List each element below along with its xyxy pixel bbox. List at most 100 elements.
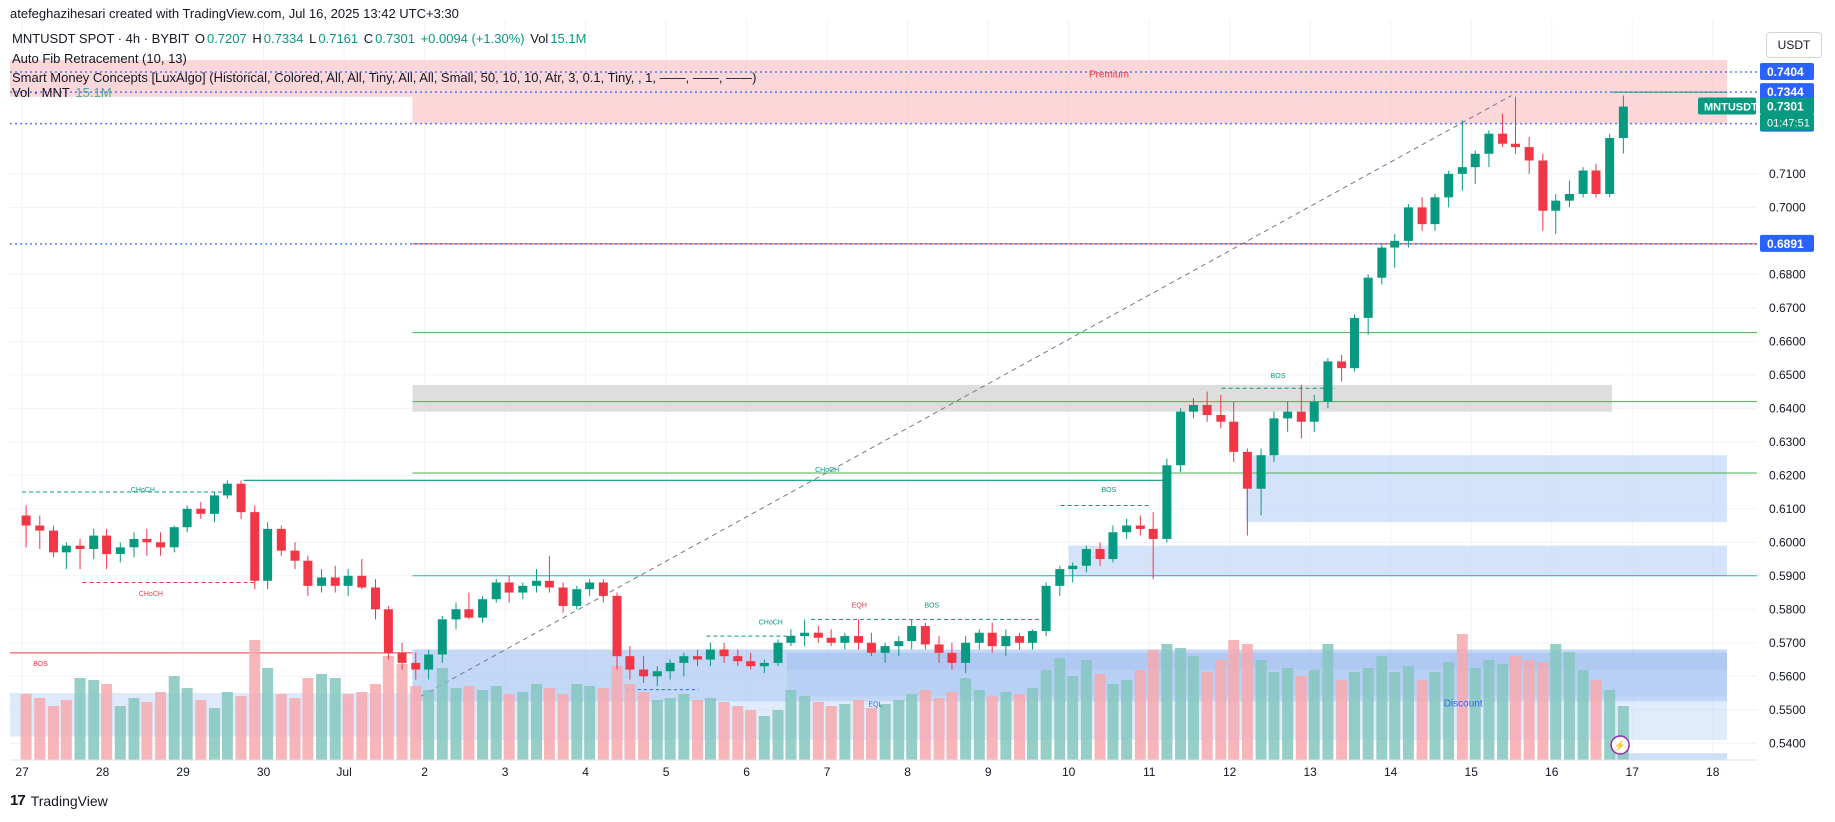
candle-body — [424, 654, 434, 670]
y-tick-label: 0.6800 — [1769, 267, 1806, 281]
volume-bar — [678, 694, 690, 760]
open-label: O — [194, 31, 205, 46]
candle-body — [222, 483, 232, 496]
volume-bar — [1175, 648, 1187, 760]
volume-bar — [865, 708, 877, 760]
symbol-header: MNTUSDT SPOT · 4h · BYBIT O 0.7207 H 0.733… — [12, 31, 588, 46]
volume-bar — [1469, 668, 1481, 760]
candle-body — [290, 550, 300, 561]
volume-bar — [611, 666, 623, 760]
candle-body — [1323, 361, 1333, 402]
volume-bars — [20, 634, 1629, 760]
price-tag — [1760, 97, 1814, 115]
candle-body — [169, 527, 179, 548]
candle-body — [142, 538, 152, 543]
order-block — [1612, 753, 1727, 760]
volume-bar — [1134, 670, 1146, 760]
volume-bar — [906, 694, 918, 760]
countdown-tag — [1760, 114, 1814, 131]
volume-bar — [20, 694, 32, 760]
candle-body — [693, 656, 703, 660]
price-axis-bg — [1757, 0, 1835, 822]
candle-body — [129, 538, 139, 548]
lightning-icon — [1610, 735, 1630, 755]
volume-bar — [141, 702, 153, 760]
volume-bar — [571, 684, 583, 760]
indicator-fib[interactable]: Auto Fib Retracement (10, 13) — [12, 51, 187, 66]
volume-bar — [316, 674, 328, 760]
y-tick-label: 0.5700 — [1769, 636, 1806, 650]
symbol-line[interactable]: MNTUSDT SPOT · 4h · BYBIT — [12, 31, 190, 46]
volume-bar — [221, 692, 233, 760]
y-tick-label: 0.6000 — [1769, 535, 1806, 549]
volume-bar — [1443, 662, 1455, 760]
volume-bar — [799, 696, 811, 760]
volume-bar — [624, 684, 636, 760]
currency-button[interactable]: USDT — [1766, 32, 1822, 58]
candle-body — [1457, 167, 1467, 174]
chart-annotation: EQH — [852, 603, 867, 610]
volume-bar — [1604, 690, 1616, 760]
candle-body — [1162, 465, 1172, 539]
candle-body — [276, 528, 286, 551]
volume-bar — [772, 710, 784, 760]
volume-bar — [557, 694, 569, 760]
candle-body — [1095, 548, 1105, 560]
x-tick-label: 12 — [1223, 765, 1237, 779]
candle-body — [1538, 160, 1548, 211]
volume-bar — [262, 668, 274, 760]
candle-body — [1337, 361, 1347, 369]
volume-bar — [785, 690, 797, 760]
chart-annotation: BOS — [1102, 487, 1117, 494]
x-tick-label: 28 — [96, 765, 110, 779]
candle-body — [679, 656, 689, 663]
candle-body — [491, 582, 501, 600]
candle-body — [1256, 455, 1266, 489]
candle-body — [1108, 532, 1118, 560]
candle-body — [263, 528, 273, 581]
price-tag-label: 0.6891 — [1767, 237, 1804, 251]
candle-body — [786, 636, 796, 643]
volume-bar — [47, 706, 59, 760]
x-tick-label: 3 — [502, 765, 509, 779]
candle-body — [907, 626, 917, 642]
volume-bar — [1590, 680, 1602, 760]
volume-bar — [370, 684, 382, 760]
volume-bar — [1255, 660, 1267, 760]
chart-annotation: BOS — [33, 661, 48, 668]
candle-body — [813, 632, 823, 638]
x-tick-label: 30 — [257, 765, 271, 779]
volume-bar — [396, 664, 408, 760]
x-tick-label: 15 — [1465, 765, 1479, 779]
high-value: 0.7334 — [263, 31, 304, 46]
candle-body — [1363, 277, 1373, 318]
volume-bar — [503, 694, 515, 760]
candle-body — [478, 599, 488, 618]
indicator-smc[interactable]: Smart Money Concepts [LuxAlgo] (Historic… — [12, 70, 757, 85]
volume-bar — [1389, 672, 1401, 760]
premium-zone — [10, 60, 1727, 97]
x-tick-label: 17 — [1626, 765, 1640, 779]
volume-bar — [1376, 656, 1388, 760]
candle-body — [182, 508, 192, 528]
vol-value: 15.1M — [550, 31, 587, 46]
volume-bar — [1550, 644, 1562, 760]
candle-body — [1055, 569, 1065, 586]
volume-bar — [1617, 706, 1629, 760]
chart-annotation: CHoCH — [815, 467, 839, 474]
candle-body — [1377, 247, 1387, 278]
candle-body — [89, 535, 99, 549]
candle-body — [1229, 421, 1239, 452]
volume-bar — [692, 700, 704, 760]
candle-body — [411, 662, 421, 670]
volume-bar — [597, 688, 609, 760]
x-tick-label: 8 — [904, 765, 911, 779]
candle-body — [48, 530, 58, 553]
volume-bar — [289, 698, 301, 760]
volume-bar — [1537, 662, 1549, 760]
indicator-vol[interactable]: Vol · MNT 15.1M — [12, 85, 114, 100]
lightning-icon-glyph: ⚡ — [1614, 739, 1626, 752]
candle-body — [974, 632, 984, 643]
volume-bar — [168, 676, 180, 760]
